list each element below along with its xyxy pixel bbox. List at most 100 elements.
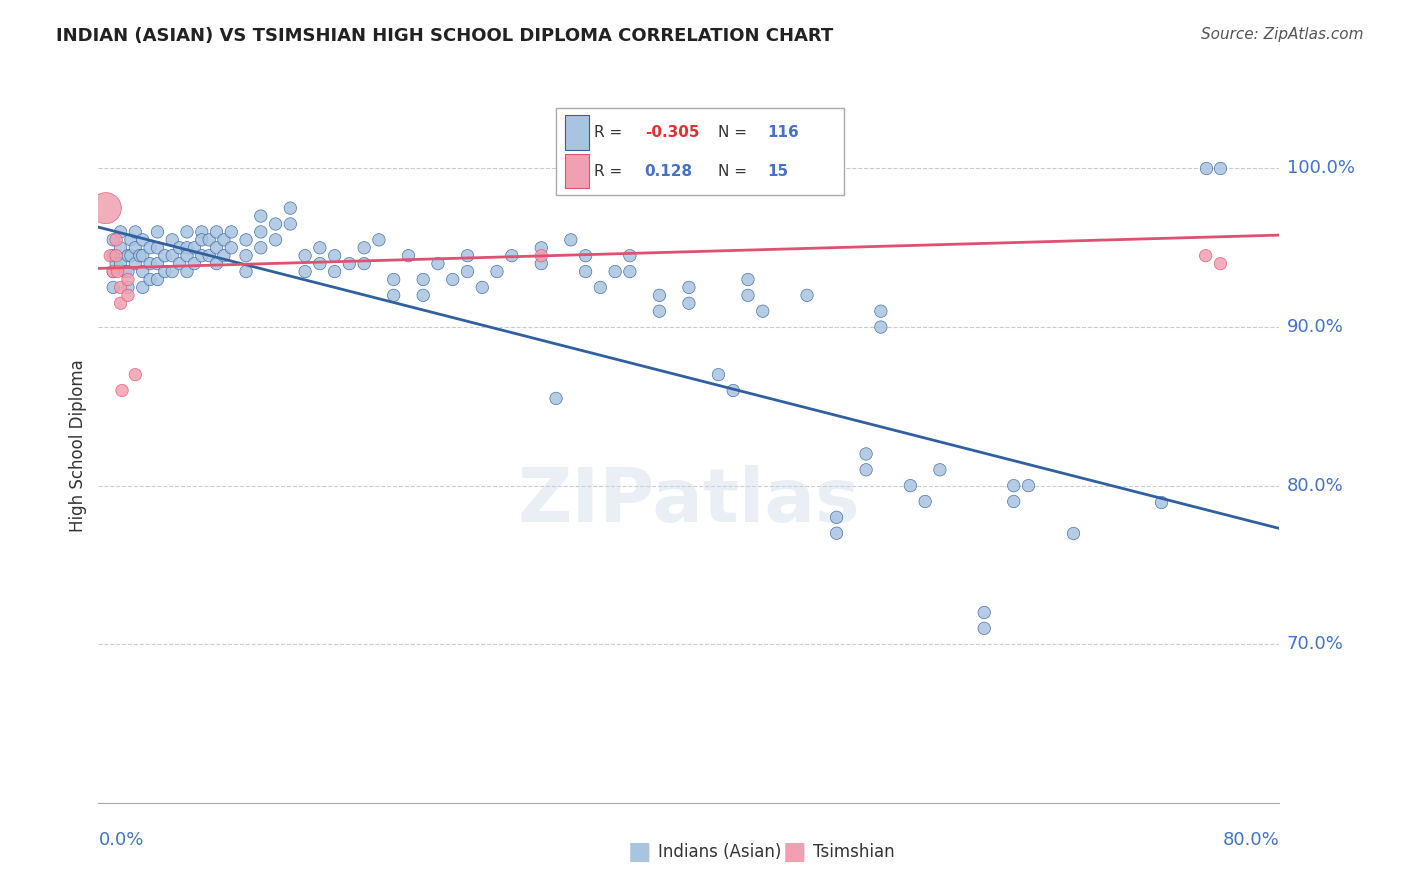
Point: [103, 264, 125, 278]
Point: [752, 304, 775, 318]
Point: [294, 249, 316, 263]
Point: [169, 257, 191, 271]
Text: R =: R =: [595, 163, 627, 178]
Point: [796, 288, 818, 302]
Point: [723, 384, 745, 398]
Point: [146, 272, 169, 286]
Point: [146, 241, 169, 255]
Point: [605, 264, 627, 278]
Point: [110, 241, 132, 255]
Point: [139, 257, 162, 271]
Point: [1195, 161, 1218, 176]
Point: [128, 249, 150, 263]
Point: [250, 225, 273, 239]
Point: [124, 241, 146, 255]
Point: [855, 463, 877, 477]
Point: [124, 225, 146, 239]
Text: 80.0%: 80.0%: [1223, 831, 1279, 849]
Point: [107, 264, 129, 278]
Point: [139, 272, 162, 286]
Point: [120, 233, 142, 247]
Point: [678, 280, 700, 294]
Point: [176, 249, 198, 263]
Point: [457, 264, 479, 278]
Point: [900, 478, 922, 492]
Point: [339, 257, 361, 271]
Point: [105, 257, 128, 271]
Point: [309, 257, 332, 271]
Point: [1002, 478, 1025, 492]
Text: ZIPatlas: ZIPatlas: [517, 465, 860, 538]
Point: [457, 249, 479, 263]
Point: [1195, 249, 1218, 263]
Point: [678, 296, 700, 310]
Point: [153, 249, 176, 263]
Point: [235, 249, 257, 263]
Text: Tsimshian: Tsimshian: [813, 843, 894, 861]
Point: [183, 257, 205, 271]
Text: ■: ■: [628, 840, 651, 863]
Point: [619, 264, 641, 278]
Point: [111, 384, 134, 398]
Text: 15: 15: [768, 163, 789, 178]
Point: [1062, 526, 1084, 541]
Point: [205, 225, 228, 239]
Point: [471, 280, 494, 294]
Point: [146, 225, 169, 239]
Point: [589, 280, 612, 294]
Point: [205, 257, 228, 271]
Point: [546, 392, 568, 406]
Point: [914, 494, 936, 508]
Point: [398, 249, 420, 263]
Point: [98, 249, 121, 263]
Point: [110, 280, 132, 294]
Point: [855, 447, 877, 461]
Point: [153, 264, 176, 278]
Point: [183, 241, 205, 255]
Point: [94, 201, 117, 215]
Point: [103, 264, 125, 278]
Point: [737, 272, 759, 286]
Point: [124, 368, 146, 382]
Point: [707, 368, 730, 382]
Point: [132, 280, 155, 294]
Point: [250, 241, 273, 255]
Point: [530, 241, 553, 255]
Point: [575, 249, 598, 263]
Point: [382, 288, 405, 302]
Point: [1018, 478, 1040, 492]
Point: [323, 249, 346, 263]
Point: [124, 257, 146, 271]
Point: [294, 264, 316, 278]
Point: [114, 264, 136, 278]
Point: [560, 233, 582, 247]
Point: [103, 233, 125, 247]
Point: [132, 249, 155, 263]
Point: [1150, 494, 1173, 508]
Point: [619, 249, 641, 263]
Text: Source: ZipAtlas.com: Source: ZipAtlas.com: [1201, 27, 1364, 42]
Point: [870, 304, 893, 318]
Point: [146, 257, 169, 271]
Text: -0.305: -0.305: [645, 125, 699, 140]
Text: INDIAN (ASIAN) VS TSIMSHIAN HIGH SCHOOL DIPLOMA CORRELATION CHART: INDIAN (ASIAN) VS TSIMSHIAN HIGH SCHOOL …: [56, 27, 834, 45]
Point: [205, 241, 228, 255]
Point: [132, 233, 155, 247]
Point: [235, 264, 257, 278]
Point: [191, 233, 214, 247]
Point: [280, 201, 302, 215]
Point: [117, 288, 139, 302]
Point: [368, 233, 391, 247]
Point: [117, 280, 139, 294]
Point: [198, 233, 221, 247]
Point: [132, 264, 155, 278]
Text: 80.0%: 80.0%: [1286, 476, 1344, 495]
Text: 100.0%: 100.0%: [1286, 160, 1355, 178]
Point: [825, 526, 848, 541]
Point: [530, 249, 553, 263]
Point: [575, 264, 598, 278]
Point: [162, 249, 183, 263]
Point: [353, 257, 375, 271]
Point: [110, 296, 132, 310]
Point: [427, 257, 450, 271]
